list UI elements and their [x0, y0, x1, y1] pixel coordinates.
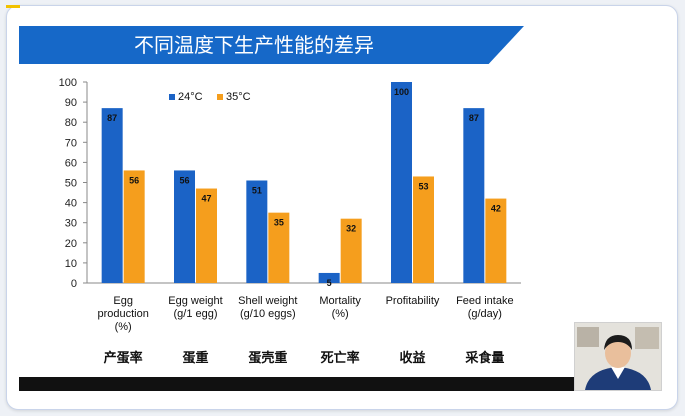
x-tick-label: Mortality: [319, 295, 361, 307]
category-chinese-label: 蛋重: [182, 351, 209, 366]
bar-series-1: [463, 108, 485, 283]
y-tick-label: 50: [65, 178, 77, 190]
x-tick-label: (g/10 eggs): [240, 308, 296, 320]
y-tick-label: 70: [65, 137, 77, 149]
bar-series-1: [101, 108, 123, 283]
slide-bottom-bar: [19, 377, 661, 391]
bar-series-2: [485, 198, 507, 283]
corner-accent: [6, 5, 20, 8]
data-label: 56: [179, 175, 189, 185]
y-tick-label: 80: [65, 117, 77, 129]
x-tick-label: production: [97, 308, 148, 320]
legend-swatch: [169, 94, 175, 100]
bar-series-2: [196, 188, 217, 283]
y-tick-label: 20: [65, 238, 77, 250]
data-label: 56: [129, 175, 139, 185]
category-chinese-label: 死亡率: [320, 351, 360, 366]
data-label: 51: [252, 185, 262, 195]
data-label: 100: [394, 87, 409, 97]
x-tick-label: Shell weight: [238, 295, 297, 307]
data-label: 53: [418, 181, 428, 191]
category-chinese-label: 产蛋率: [103, 351, 143, 366]
slide: 不同温度下生产性能的差异 0 10 20 30 40 50 60 70 80 90 100 87 56 E…: [19, 23, 661, 391]
legend-label: 24°C: [178, 91, 203, 103]
bar-series-1: [246, 180, 268, 283]
bar-series-1: [318, 272, 340, 283]
category-chinese-label: 采食量: [465, 351, 505, 366]
bar-series-1: [174, 170, 195, 283]
data-label: 87: [469, 113, 479, 123]
legend-swatch: [217, 94, 223, 100]
y-tick-label: 100: [59, 77, 77, 89]
legend-label: 35°C: [226, 91, 251, 103]
x-tick-label: Egg: [113, 295, 133, 307]
slide-title: 不同温度下生产性能的差异: [134, 33, 374, 57]
x-tick-label: (g/1 egg): [173, 308, 217, 320]
x-tick-label: Egg weight: [168, 295, 222, 307]
category-chinese-label: 蛋壳重: [248, 351, 288, 366]
data-label: 5: [327, 278, 332, 288]
x-tick-label: (%): [332, 308, 349, 320]
data-label: 42: [491, 204, 501, 214]
category-chinese-label: 收益: [399, 351, 426, 366]
y-tick-label: 60: [65, 157, 77, 169]
x-tick-label: Feed intake: [456, 295, 513, 307]
x-tick-label: Profitability: [386, 295, 440, 307]
data-label: 87: [107, 113, 117, 123]
y-tick-label: 40: [65, 198, 77, 210]
presenter-webcam: [574, 322, 662, 391]
bar-series-2: [268, 212, 290, 283]
bar-series-2: [413, 176, 434, 283]
y-tick-label: 30: [65, 218, 77, 230]
presenter-avatar: [575, 323, 661, 390]
y-tick-label: 10: [65, 258, 77, 270]
bar-series-2: [123, 170, 145, 283]
y-tick-label: 90: [65, 97, 77, 109]
bar-series-2: [340, 218, 362, 283]
data-label: 47: [201, 194, 211, 204]
title-banner: [19, 26, 524, 64]
x-tick-label: (g/day): [468, 308, 502, 320]
x-tick-label: (%): [115, 321, 132, 333]
data-label: 32: [346, 224, 356, 234]
y-tick-label: 0: [71, 278, 77, 290]
bar-series-1: [391, 82, 412, 283]
bar-chart: 01020304050607080901008756Eggproduction(…: [59, 77, 521, 333]
data-label: 35: [274, 218, 284, 228]
